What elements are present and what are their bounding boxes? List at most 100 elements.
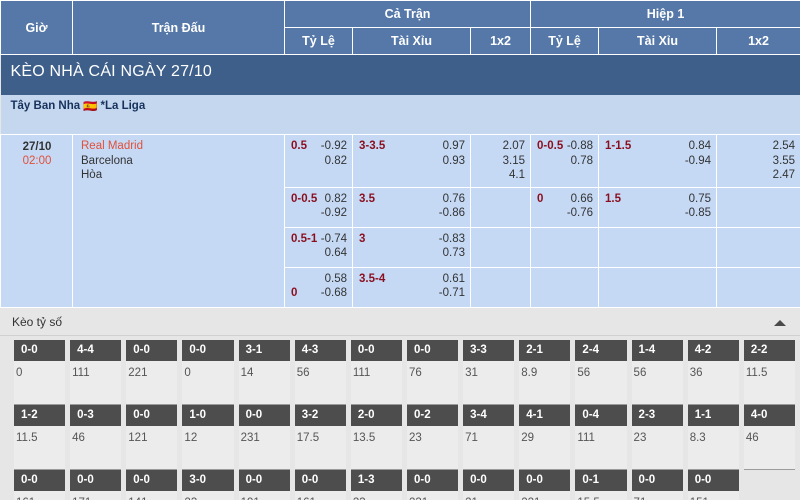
odds-value[interactable]: 2.07 [502,140,526,152]
score-bet-cell[interactable]: 0-0 121 [126,404,178,470]
cell-full-overunder[interactable]: 3.5 0.76 -0.86 [352,186,471,228]
cell-full-overunder[interactable]: 3.5-4 0.61 -0.71 [352,266,471,308]
odds-value[interactable]: -0.92 [320,140,347,152]
score-bet-cell[interactable]: 4-0 46 [743,404,795,470]
score-bet-cell[interactable]: 1-323 [350,469,402,500]
cell-half-1x2[interactable] [716,186,800,228]
score-bet-cell[interactable]: 0-2 23 [406,404,459,470]
score-bet-cell[interactable]: 4-1 29 [519,404,571,470]
odds-value[interactable]: 3.55 [772,154,796,167]
odds-value[interactable]: -0.76 [566,207,594,219]
col-header-half-1x2[interactable]: 1x2 [716,27,800,55]
cell-half-1x2[interactable]: 2.54 3.55 2.47 [716,134,800,188]
score-bet-cell[interactable]: 1-1 8.3 [687,404,739,470]
score-bet-cell[interactable]: 0-0141 [126,469,178,500]
col-header-full-handicap[interactable]: Tỷ Lệ [284,27,353,55]
cell-full-handicap[interactable]: 0.5 -0.92 0.82 [284,134,353,188]
cell-full-overunder[interactable]: 3-3.5 0.97 0.93 [352,134,471,188]
score-bet-cell[interactable]: 4-3 56 [294,339,346,405]
odds-value[interactable]: 2.54 [772,140,796,152]
cell-half-1x2[interactable] [716,266,800,308]
score-bet-cell[interactable]: 2-4 56 [575,339,627,405]
odds-value[interactable]: 0.76 [442,192,465,205]
score-bet-cell[interactable]: 0-0 0 [14,339,66,405]
score-bet-cell[interactable]: 2-3 23 [631,404,683,470]
odds-value[interactable]: 0.82 [324,154,347,167]
col-header-match[interactable]: Trận Đấu [72,0,285,55]
cell-half-overunder[interactable]: 1-1.5 0.84 -0.94 [598,134,718,188]
score-bet-cell[interactable]: 3-2 17.5 [294,404,346,470]
score-bet-cell[interactable]: 0-115.5 [575,469,627,500]
odds-value[interactable]: 2.47 [772,169,796,181]
cell-half-handicap[interactable]: 0 0.66 -0.76 [530,186,600,228]
cell-half-handicap[interactable]: 0-0.5 -0.88 0.78 [530,134,600,188]
odds-value[interactable]: -0.83 [438,232,465,245]
col-header-half-overunder[interactable]: Tài Xỉu [598,27,718,55]
score-bet-cell[interactable]: 0-0151 [687,469,739,500]
odds-value[interactable]: 0.93 [442,154,465,167]
cell-half-handicap[interactable] [530,226,600,268]
col-header-half-handicap[interactable]: Tỷ Lệ [530,27,600,55]
score-bet-cell[interactable]: 0-0191 [238,469,290,500]
odds-value[interactable]: -0.68 [320,287,347,299]
score-bet-cell[interactable]: 0-021 [463,469,515,500]
cell-half-1x2[interactable] [716,226,800,268]
score-bet-cell[interactable]: 3-023 [182,469,234,500]
odds-value[interactable]: 0.66 [570,192,594,205]
odds-value[interactable]: 0.64 [324,247,347,259]
score-bet-cell[interactable]: 2-0 13.5 [350,404,402,470]
odds-value[interactable]: -0.88 [566,140,594,152]
league-band[interactable]: Tây Ban Nha 🇪🇸 *La Liga [0,94,800,135]
odds-value[interactable]: 0.82 [324,192,347,205]
col-header-full-1x2[interactable]: 1x2 [469,27,532,55]
odds-value[interactable]: -0.94 [684,154,712,167]
col-header-full-overunder[interactable]: Tài Xỉu [352,27,471,55]
odds-value[interactable]: 0.73 [442,247,465,259]
cell-full-handicap[interactable]: 0 0.58 -0.68 [284,266,353,308]
score-bet-cell[interactable]: 1-0 12 [182,404,234,470]
cell-half-overunder[interactable] [598,266,718,308]
caret-up-icon[interactable] [774,319,786,326]
odds-value[interactable]: 0.75 [688,192,712,205]
score-bet-cell[interactable]: 0-071 [631,469,683,500]
score-bet-cell[interactable]: 0-0161 [14,469,66,500]
score-bet-cell[interactable]: 0-0 111 [350,339,402,405]
odds-value[interactable]: 3.15 [502,154,526,167]
score-bet-cell[interactable]: 0-0171 [70,469,122,500]
odds-value[interactable]: -0.71 [438,287,465,299]
cell-full-1x2[interactable] [469,226,532,268]
odds-value[interactable]: -0.86 [438,207,465,219]
score-bet-cell[interactable]: 3-3 31 [463,339,515,405]
score-bet-cell[interactable]: 2-2 11.5 [743,339,795,405]
odds-value[interactable]: -0.92 [320,207,347,219]
cell-full-handicap[interactable]: 0.5-1 -0.74 0.64 [284,226,353,268]
score-bet-cell[interactable]: 0-0161 [294,469,346,500]
odds-value[interactable]: -0.85 [684,207,712,219]
score-bet-cell[interactable]: 4-4 111 [70,339,122,405]
score-bet-cell[interactable]: 3-1 14 [238,339,290,405]
odds-value[interactable]: 0.78 [570,154,594,167]
cell-half-overunder[interactable] [598,226,718,268]
score-bet-cell[interactable]: 0-4 111 [575,404,627,470]
score-bet-header[interactable]: Kèo tỷ số [0,308,800,336]
odds-value[interactable]: -0.74 [320,232,347,245]
score-bet-cell[interactable]: 0-3 46 [70,404,122,470]
odds-value[interactable]: 0.61 [442,272,465,285]
score-bet-cell[interactable]: 4-2 36 [687,339,739,405]
score-bet-cell[interactable]: 3-4 71 [463,404,515,470]
score-bet-cell[interactable]: 0-0 76 [406,339,459,405]
cell-full-1x2[interactable] [469,266,532,308]
cell-full-1x2[interactable] [469,186,532,228]
score-bet-cell[interactable]: 1-2 11.5 [14,404,66,470]
cell-full-1x2[interactable]: 2.07 3.15 4.1 [469,134,532,188]
score-bet-cell[interactable]: 2-1 8.9 [519,339,571,405]
cell-full-overunder[interactable]: 3 -0.83 0.73 [352,226,471,268]
score-bet-cell[interactable]: 1-4 56 [631,339,683,405]
odds-value[interactable]: 0.58 [324,272,347,285]
odds-value[interactable]: 0.84 [688,140,712,152]
odds-value[interactable]: 4.1 [509,169,526,181]
